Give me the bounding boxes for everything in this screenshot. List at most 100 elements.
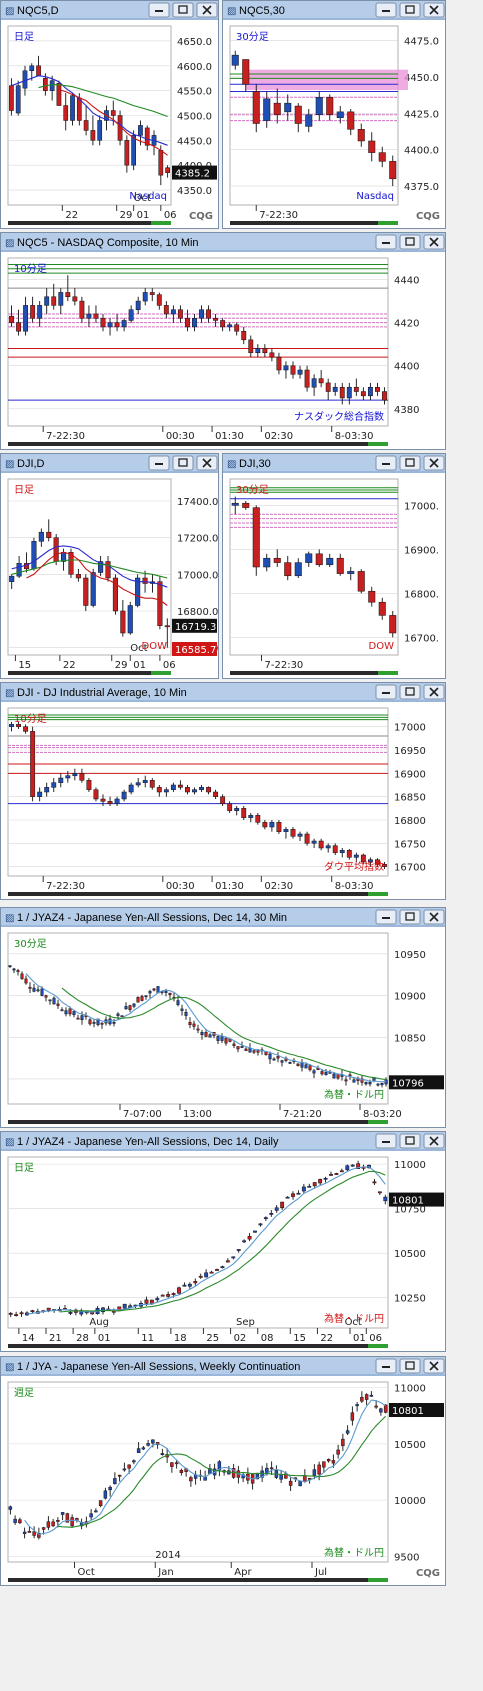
candle <box>294 103 302 133</box>
candle-body <box>263 557 271 568</box>
minimize-button[interactable] <box>375 2 397 18</box>
time-scroll-strip[interactable] <box>8 442 388 446</box>
minimize-button[interactable] <box>148 2 170 18</box>
minimize-button[interactable] <box>148 455 170 471</box>
restore-button[interactable] <box>172 455 194 471</box>
candle <box>192 787 197 795</box>
restore-icon <box>178 5 188 14</box>
close-icon <box>429 1361 439 1371</box>
candle <box>290 361 296 379</box>
candle <box>199 785 204 792</box>
candle-body <box>217 1461 222 1471</box>
title-bar[interactable]: ▨ 1 / JYAZ4 - Japanese Yen-All Sessions, … <box>1 1132 445 1151</box>
candle <box>141 1446 146 1451</box>
time-scroll-strip[interactable] <box>8 1578 388 1582</box>
candle-body <box>13 1518 17 1523</box>
time-scroll-thumb[interactable] <box>378 221 398 225</box>
title-bar[interactable]: ▨ NQC5,D <box>1 1 218 20</box>
close-button[interactable] <box>423 1133 445 1149</box>
candle-body <box>312 1469 317 1476</box>
candle-body <box>297 833 303 837</box>
candle <box>107 318 113 336</box>
candle-body <box>48 999 52 1002</box>
candle-body <box>206 787 211 793</box>
candle-body <box>120 1015 124 1018</box>
minimize-button[interactable] <box>375 1358 397 1374</box>
candle <box>23 724 29 734</box>
candle-body <box>56 82 62 106</box>
minimize-button[interactable] <box>375 234 397 250</box>
title-bar[interactable]: ▨ 1 / JYA - Japanese Yen-All Sessions, We… <box>1 1357 445 1376</box>
candle <box>156 292 162 310</box>
time-scroll-thumb[interactable] <box>368 1578 388 1582</box>
candle <box>274 1205 279 1213</box>
time-scroll-strip[interactable] <box>8 1344 388 1348</box>
candle <box>288 1061 292 1064</box>
restore-button[interactable] <box>399 455 421 471</box>
time-scroll-strip[interactable] <box>8 221 171 225</box>
candle-body <box>307 1185 312 1188</box>
time-scroll-thumb[interactable] <box>151 221 171 225</box>
close-button[interactable] <box>423 909 445 925</box>
candle-body <box>350 1412 355 1421</box>
candle-body <box>117 1474 122 1477</box>
restore-button[interactable] <box>399 909 421 925</box>
candle-body <box>272 1058 276 1061</box>
close-button[interactable] <box>423 684 445 700</box>
candle <box>269 1210 274 1217</box>
restore-button[interactable] <box>399 1358 421 1374</box>
x-tick-label: 01 <box>133 660 146 671</box>
minimize-button[interactable] <box>375 1133 397 1149</box>
time-scroll-thumb[interactable] <box>378 671 398 675</box>
candle-body <box>336 557 344 574</box>
candle-body <box>382 864 387 867</box>
minimize-button[interactable] <box>375 909 397 925</box>
candle-body <box>364 1082 368 1085</box>
time-scroll-thumb[interactable] <box>368 1120 388 1124</box>
restore-button[interactable] <box>399 2 421 18</box>
candle <box>350 1164 355 1167</box>
candle-body <box>171 1293 176 1295</box>
close-button[interactable] <box>196 2 218 18</box>
close-button[interactable] <box>423 1358 445 1374</box>
title-bar[interactable]: ▨ DJI,D <box>1 454 218 473</box>
candle-body <box>240 1046 244 1048</box>
candle <box>368 586 376 607</box>
candle-body <box>113 1478 117 1485</box>
title-bar[interactable]: ▨ NQC5 - NASDAQ Composite, 10 Min <box>1 233 445 252</box>
title-bar[interactable]: ▨ DJI,30 <box>223 454 445 473</box>
close-button[interactable] <box>423 455 445 471</box>
restore-button[interactable] <box>399 684 421 700</box>
candle <box>135 574 141 608</box>
x-tick-label: 06 <box>163 660 176 671</box>
restore-button[interactable] <box>172 2 194 18</box>
time-scroll-strip[interactable] <box>230 671 398 675</box>
close-button[interactable] <box>196 455 218 471</box>
time-scroll-strip[interactable] <box>8 1120 388 1124</box>
time-scroll-thumb[interactable] <box>368 442 388 446</box>
candle <box>185 309 190 332</box>
restore-button[interactable] <box>399 234 421 250</box>
candle <box>353 852 359 862</box>
time-scroll-strip[interactable] <box>8 671 171 675</box>
candle-body <box>380 1082 384 1086</box>
title-bar[interactable]: ▨ DJI - DJ Industrial Average, 10 Min <box>1 683 445 702</box>
time-scroll-strip[interactable] <box>230 221 398 225</box>
title-bar[interactable]: ▨ 1 / JYAZ4 - Japanese Yen-All Sessions, … <box>1 908 445 927</box>
time-scroll-thumb[interactable] <box>368 892 388 896</box>
title-bar[interactable]: ▨ NQC5,30 <box>223 1 445 20</box>
close-button[interactable] <box>423 2 445 18</box>
candle-body <box>383 1196 388 1202</box>
minimize-button[interactable] <box>375 455 397 471</box>
time-scroll-thumb[interactable] <box>368 1344 388 1348</box>
candle-body <box>269 1213 274 1215</box>
candle-body <box>367 859 373 863</box>
candle-body <box>136 1448 141 1454</box>
restore-button[interactable] <box>399 1133 421 1149</box>
close-button[interactable] <box>423 234 445 250</box>
time-scroll-thumb[interactable] <box>151 671 171 675</box>
candle-body <box>296 1192 301 1195</box>
time-scroll-strip[interactable] <box>8 892 388 896</box>
minimize-button[interactable] <box>375 684 397 700</box>
